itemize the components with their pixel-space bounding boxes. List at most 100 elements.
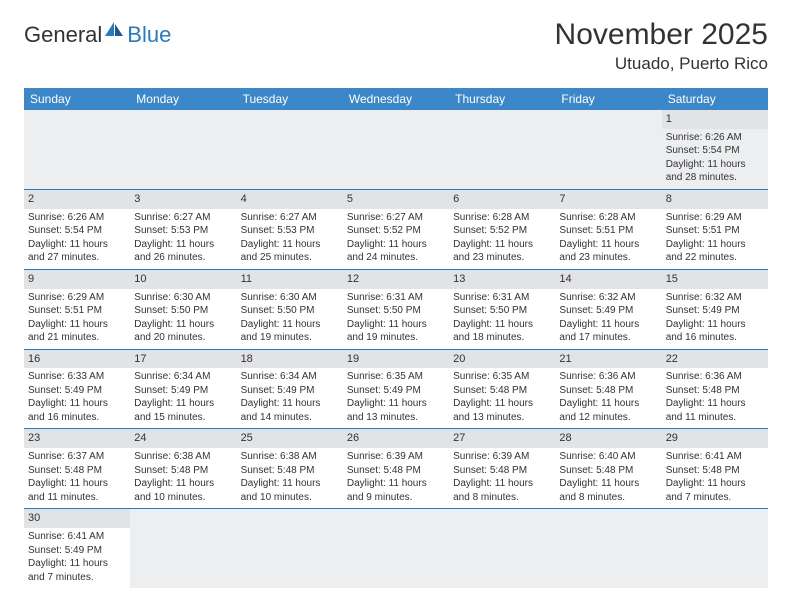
day-number: 15 xyxy=(662,270,768,289)
title-block: November 2025 Utuado, Puerto Rico xyxy=(555,18,768,74)
sunrise-text: Sunrise: 6:31 AM xyxy=(347,291,445,305)
sunrise-text: Sunrise: 6:33 AM xyxy=(28,370,126,384)
day-number: 3 xyxy=(130,190,236,209)
sunset-text: Sunset: 5:53 PM xyxy=(241,224,339,238)
day-number: 10 xyxy=(130,270,236,289)
sunset-text: Sunset: 5:48 PM xyxy=(241,464,339,478)
calendar-day-cell: 15Sunrise: 6:32 AMSunset: 5:49 PMDayligh… xyxy=(662,269,768,349)
calendar-day-cell xyxy=(130,110,236,189)
daylight-text: and 27 minutes. xyxy=(28,251,126,265)
daylight-text: and 21 minutes. xyxy=(28,331,126,345)
day-number: 20 xyxy=(449,350,555,369)
weekday-header: Sunday xyxy=(24,88,130,110)
daylight-text: and 20 minutes. xyxy=(134,331,232,345)
sunset-text: Sunset: 5:48 PM xyxy=(28,464,126,478)
sunrise-text: Sunrise: 6:38 AM xyxy=(241,450,339,464)
daylight-text: and 11 minutes. xyxy=(28,491,126,505)
daylight-text: Daylight: 11 hours xyxy=(666,318,764,332)
day-number: 6 xyxy=(449,190,555,209)
day-number: 24 xyxy=(130,429,236,448)
sunrise-text: Sunrise: 6:36 AM xyxy=(666,370,764,384)
daylight-text: Daylight: 11 hours xyxy=(28,477,126,491)
day-number: 18 xyxy=(237,350,343,369)
calendar-day-cell: 20Sunrise: 6:35 AMSunset: 5:48 PMDayligh… xyxy=(449,349,555,429)
logo: General Blue xyxy=(24,18,171,48)
sunset-text: Sunset: 5:48 PM xyxy=(453,384,551,398)
daylight-text: Daylight: 11 hours xyxy=(559,477,657,491)
daylight-text: and 15 minutes. xyxy=(134,411,232,425)
sunrise-text: Sunrise: 6:39 AM xyxy=(453,450,551,464)
day-number: 11 xyxy=(237,270,343,289)
calendar-day-cell xyxy=(24,110,130,189)
sunrise-text: Sunrise: 6:27 AM xyxy=(134,211,232,225)
day-number: 29 xyxy=(662,429,768,448)
daylight-text: Daylight: 11 hours xyxy=(666,397,764,411)
calendar-day-cell xyxy=(555,509,661,588)
day-number: 23 xyxy=(24,429,130,448)
sunrise-text: Sunrise: 6:39 AM xyxy=(347,450,445,464)
weekday-header-row: SundayMondayTuesdayWednesdayThursdayFrid… xyxy=(24,88,768,110)
calendar-day-cell: 22Sunrise: 6:36 AMSunset: 5:48 PMDayligh… xyxy=(662,349,768,429)
calendar-day-cell: 24Sunrise: 6:38 AMSunset: 5:48 PMDayligh… xyxy=(130,429,236,509)
sunrise-text: Sunrise: 6:27 AM xyxy=(347,211,445,225)
daylight-text: and 7 minutes. xyxy=(666,491,764,505)
calendar-day-cell: 1Sunrise: 6:26 AMSunset: 5:54 PMDaylight… xyxy=(662,110,768,189)
sunrise-text: Sunrise: 6:28 AM xyxy=(453,211,551,225)
calendar-table: SundayMondayTuesdayWednesdayThursdayFrid… xyxy=(24,88,768,588)
sunset-text: Sunset: 5:50 PM xyxy=(134,304,232,318)
daylight-text: and 7 minutes. xyxy=(28,571,126,585)
daylight-text: and 13 minutes. xyxy=(347,411,445,425)
calendar-week-row: 16Sunrise: 6:33 AMSunset: 5:49 PMDayligh… xyxy=(24,349,768,429)
daylight-text: and 16 minutes. xyxy=(666,331,764,345)
sunset-text: Sunset: 5:48 PM xyxy=(666,384,764,398)
calendar-day-cell: 23Sunrise: 6:37 AMSunset: 5:48 PMDayligh… xyxy=(24,429,130,509)
calendar-day-cell: 7Sunrise: 6:28 AMSunset: 5:51 PMDaylight… xyxy=(555,189,661,269)
sunrise-text: Sunrise: 6:32 AM xyxy=(559,291,657,305)
daylight-text: Daylight: 11 hours xyxy=(28,397,126,411)
daylight-text: Daylight: 11 hours xyxy=(559,397,657,411)
sunrise-text: Sunrise: 6:38 AM xyxy=(134,450,232,464)
sunrise-text: Sunrise: 6:35 AM xyxy=(453,370,551,384)
day-number: 2 xyxy=(24,190,130,209)
daylight-text: and 26 minutes. xyxy=(134,251,232,265)
day-number: 27 xyxy=(449,429,555,448)
daylight-text: Daylight: 11 hours xyxy=(241,477,339,491)
sunset-text: Sunset: 5:51 PM xyxy=(559,224,657,238)
calendar-day-cell xyxy=(343,509,449,588)
calendar-day-cell: 30Sunrise: 6:41 AMSunset: 5:49 PMDayligh… xyxy=(24,509,130,588)
sunset-text: Sunset: 5:54 PM xyxy=(28,224,126,238)
daylight-text: and 22 minutes. xyxy=(666,251,764,265)
page-header: General Blue November 2025 Utuado, Puert… xyxy=(24,18,768,74)
calendar-day-cell: 29Sunrise: 6:41 AMSunset: 5:48 PMDayligh… xyxy=(662,429,768,509)
sunset-text: Sunset: 5:49 PM xyxy=(347,384,445,398)
sunrise-text: Sunrise: 6:41 AM xyxy=(666,450,764,464)
month-title: November 2025 xyxy=(555,18,768,52)
sunrise-text: Sunrise: 6:40 AM xyxy=(559,450,657,464)
sunset-text: Sunset: 5:50 PM xyxy=(241,304,339,318)
day-number: 19 xyxy=(343,350,449,369)
daylight-text: and 19 minutes. xyxy=(241,331,339,345)
daylight-text: Daylight: 11 hours xyxy=(453,397,551,411)
calendar-day-cell: 10Sunrise: 6:30 AMSunset: 5:50 PMDayligh… xyxy=(130,269,236,349)
sunset-text: Sunset: 5:49 PM xyxy=(28,384,126,398)
sunset-text: Sunset: 5:49 PM xyxy=(666,304,764,318)
calendar-day-cell: 5Sunrise: 6:27 AMSunset: 5:52 PMDaylight… xyxy=(343,189,449,269)
weekday-header: Tuesday xyxy=(237,88,343,110)
daylight-text: and 18 minutes. xyxy=(453,331,551,345)
daylight-text: Daylight: 11 hours xyxy=(453,238,551,252)
sunset-text: Sunset: 5:49 PM xyxy=(559,304,657,318)
sunset-text: Sunset: 5:48 PM xyxy=(134,464,232,478)
day-number: 1 xyxy=(662,110,768,129)
calendar-day-cell: 11Sunrise: 6:30 AMSunset: 5:50 PMDayligh… xyxy=(237,269,343,349)
daylight-text: and 24 minutes. xyxy=(347,251,445,265)
daylight-text: and 9 minutes. xyxy=(347,491,445,505)
sunset-text: Sunset: 5:51 PM xyxy=(666,224,764,238)
calendar-day-cell: 26Sunrise: 6:39 AMSunset: 5:48 PMDayligh… xyxy=(343,429,449,509)
sunset-text: Sunset: 5:54 PM xyxy=(666,144,764,158)
sunset-text: Sunset: 5:48 PM xyxy=(559,384,657,398)
daylight-text: and 13 minutes. xyxy=(453,411,551,425)
sunset-text: Sunset: 5:48 PM xyxy=(559,464,657,478)
calendar-week-row: 23Sunrise: 6:37 AMSunset: 5:48 PMDayligh… xyxy=(24,429,768,509)
calendar-day-cell: 25Sunrise: 6:38 AMSunset: 5:48 PMDayligh… xyxy=(237,429,343,509)
calendar-week-row: 1Sunrise: 6:26 AMSunset: 5:54 PMDaylight… xyxy=(24,110,768,189)
